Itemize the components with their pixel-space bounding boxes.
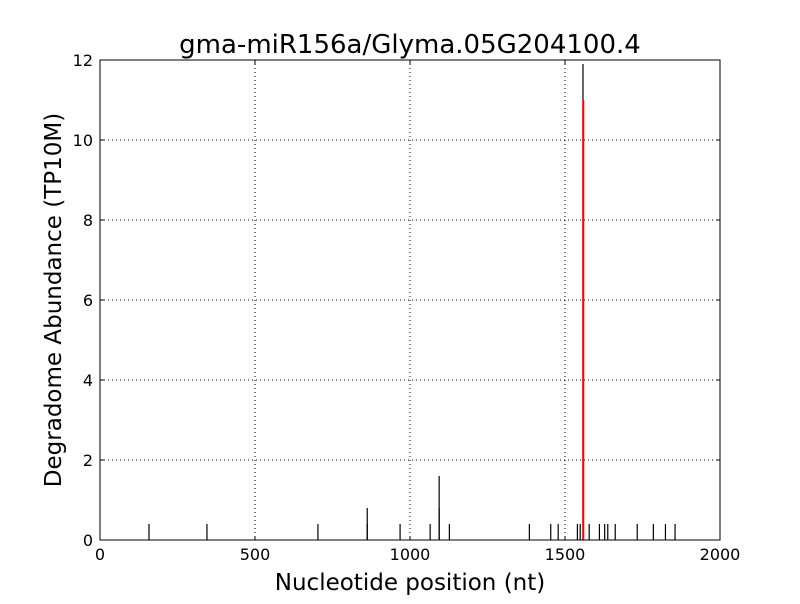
ticks: 0 500 1000 1500 2000 0 2 4 6 8 10 12 bbox=[73, 51, 741, 564]
x-tick-label: 1000 bbox=[390, 545, 431, 564]
chart-title: gma-miR156a/Glyma.05G204100.4 bbox=[179, 30, 641, 60]
y-tick-label: 0 bbox=[83, 531, 93, 550]
x-tick-label: 1500 bbox=[545, 545, 586, 564]
y-tick-label: 8 bbox=[83, 211, 93, 230]
y-tick-label: 12 bbox=[73, 51, 93, 70]
bars bbox=[148, 64, 676, 540]
grid bbox=[99, 59, 721, 541]
x-axis-label: Nucleotide position (nt) bbox=[275, 570, 545, 596]
y-tick-label: 10 bbox=[73, 131, 93, 150]
y-tick-label: 2 bbox=[83, 451, 93, 470]
x-tick-label: 2000 bbox=[700, 545, 741, 564]
x-tick-label: 0 bbox=[95, 545, 105, 564]
y-axis-label: Degradome Abundance (TP10M) bbox=[41, 113, 67, 487]
y-tick-label: 4 bbox=[83, 371, 93, 390]
x-tick-label: 500 bbox=[240, 545, 271, 564]
y-tick-label: 6 bbox=[83, 291, 93, 310]
